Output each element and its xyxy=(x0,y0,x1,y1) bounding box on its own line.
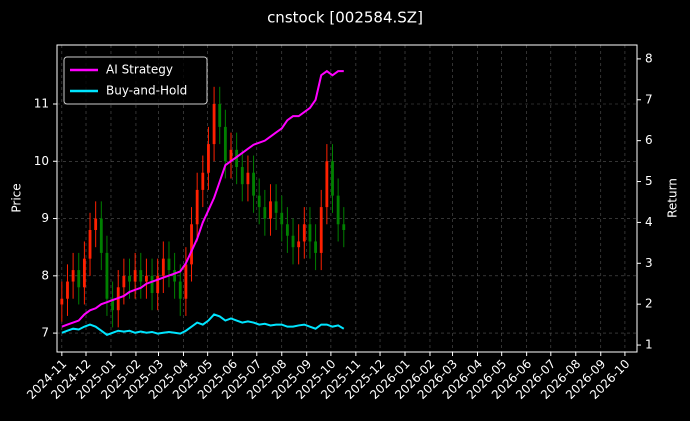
candle-body xyxy=(77,270,81,288)
candle-body xyxy=(297,241,301,248)
y2-tick-label: 7 xyxy=(645,92,653,106)
y2-tick-label: 4 xyxy=(645,215,653,229)
chart-title: cnstock [002584.SZ] xyxy=(267,9,423,27)
candle-body xyxy=(139,270,143,282)
y2-tick-label: 2 xyxy=(645,297,653,311)
y-tick-label: 8 xyxy=(41,268,49,282)
candle-body xyxy=(218,103,222,127)
candle-body xyxy=(331,161,334,196)
candle-body xyxy=(133,270,137,282)
y-tick-label: 7 xyxy=(41,326,49,340)
y2-tick-label: 3 xyxy=(645,256,653,270)
y2-tick-label: 6 xyxy=(645,133,653,147)
candle-body xyxy=(207,144,210,173)
candle-body xyxy=(178,281,182,299)
candle-body xyxy=(319,207,323,253)
candle-body xyxy=(229,149,233,162)
y2-axis-label: Return xyxy=(666,178,680,218)
y-tick-label: 9 xyxy=(41,211,49,225)
plot-frame xyxy=(56,44,638,353)
y2-tick-label: 1 xyxy=(645,338,653,352)
candle-body xyxy=(99,218,103,253)
candle-body xyxy=(82,258,86,288)
candle-body xyxy=(60,298,64,305)
candle-body xyxy=(173,270,177,282)
candle-body xyxy=(240,166,244,185)
candle-body xyxy=(161,258,165,276)
candle-body xyxy=(156,275,160,294)
candle-body xyxy=(111,298,114,311)
candle-body xyxy=(314,241,317,253)
candle-body xyxy=(257,195,261,208)
candle-body xyxy=(167,258,171,271)
candle-body xyxy=(212,103,216,145)
candle-body xyxy=(342,224,346,231)
candle-body xyxy=(94,218,98,231)
candle-body xyxy=(252,172,255,196)
candle-body xyxy=(150,275,154,294)
candle-body xyxy=(190,224,193,265)
candle-body xyxy=(302,224,306,242)
candle-body xyxy=(325,161,329,208)
candle-body xyxy=(291,235,295,248)
candle-body xyxy=(280,212,284,225)
candle-body xyxy=(195,189,199,225)
candle-body xyxy=(88,230,92,259)
y-axis-label: Price xyxy=(10,183,24,212)
y2-tick-label: 5 xyxy=(645,174,653,188)
candle-body xyxy=(201,172,205,190)
candle-body xyxy=(223,126,227,162)
candle-body xyxy=(263,207,267,219)
candle-body xyxy=(105,252,109,299)
candle-body xyxy=(336,195,340,225)
candle-body xyxy=(145,275,148,282)
y-tick-label: 10 xyxy=(34,154,49,168)
candle-body xyxy=(285,224,289,236)
candle-body xyxy=(269,201,272,219)
y2-tick-label: 8 xyxy=(645,51,653,65)
y-tick-label: 11 xyxy=(34,96,49,110)
candle-body xyxy=(122,275,126,288)
series-line xyxy=(61,313,345,336)
legend-label: AI Strategy xyxy=(106,63,173,77)
candle-body xyxy=(71,270,75,282)
candle-body xyxy=(128,275,131,282)
candle-body xyxy=(246,172,250,185)
candle-body xyxy=(184,264,188,299)
candle-body xyxy=(66,281,69,299)
series-line xyxy=(61,69,344,328)
candle-body xyxy=(308,224,312,242)
legend-box xyxy=(63,56,208,105)
candle-body xyxy=(235,149,239,167)
legend-label: Buy-and-Hold xyxy=(106,84,187,98)
candle-body xyxy=(274,201,278,213)
